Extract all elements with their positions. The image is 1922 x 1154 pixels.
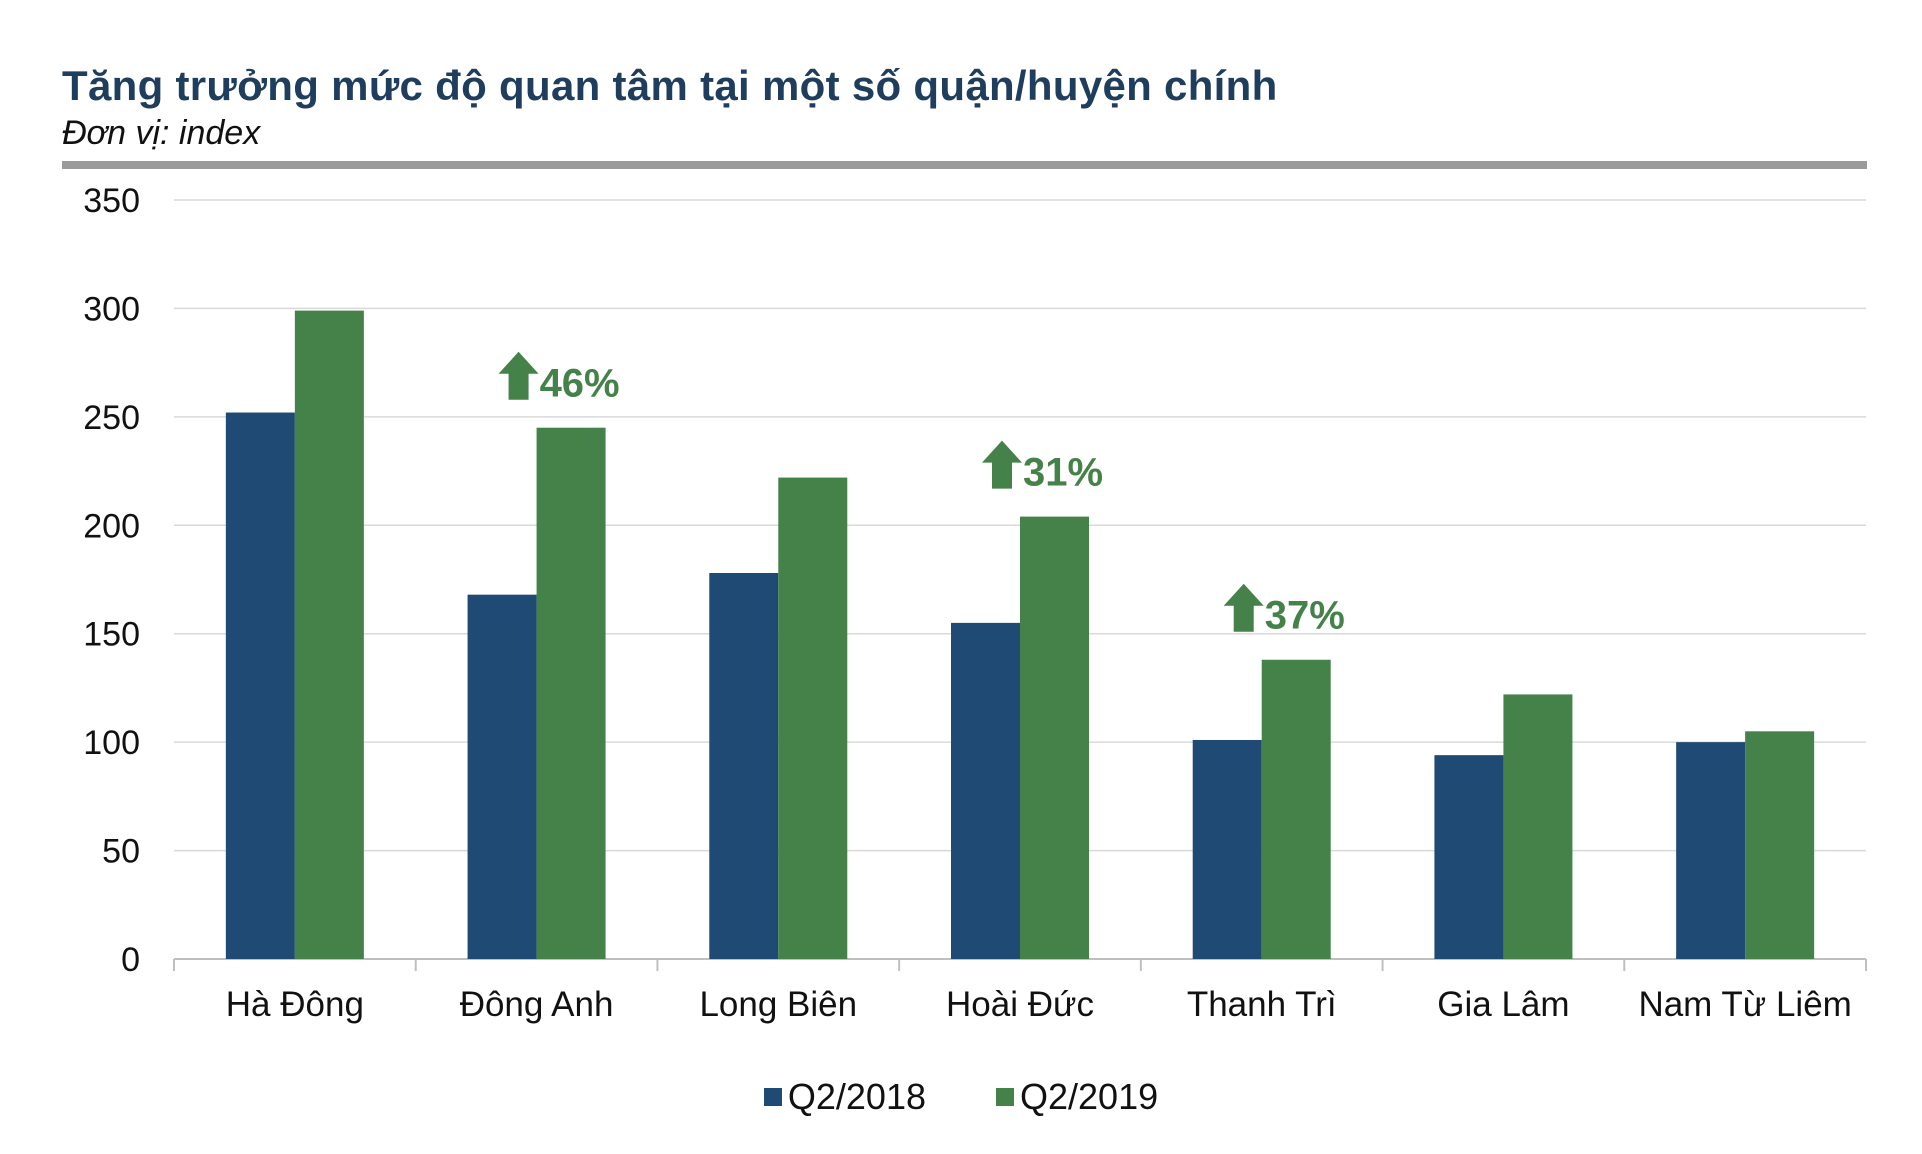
y-tick-label: 200: [83, 507, 140, 545]
bar-q2-2019: [294, 310, 364, 959]
legend-item-q2-2018: Q2/2018: [763, 1076, 926, 1118]
title-divider: [62, 161, 1867, 169]
y-tick-label: 100: [83, 724, 140, 762]
legend-swatch-q2-2018: [763, 1088, 782, 1106]
x-tick-label: Gia Lâm: [1437, 985, 1569, 1024]
legend-item-q2-2019: Q2/2019: [996, 1076, 1158, 1118]
growth-label: 31%: [1023, 451, 1103, 495]
bar-q2-2018: [225, 412, 295, 959]
y-tick-label: 150: [83, 616, 140, 654]
bar-q2-2019: [536, 427, 606, 959]
growth-label: 46%: [540, 362, 620, 406]
bar-q2-2018: [951, 622, 1020, 959]
y-tick-label: 350: [83, 182, 140, 220]
bar-q2-2018: [1434, 755, 1504, 959]
bar-q2-2019: [1503, 694, 1573, 959]
up-arrow-icon: [498, 351, 539, 400]
y-tick-label: 300: [83, 290, 140, 328]
up-arrow-icon: [1223, 583, 1264, 632]
x-tick-label: Đông Anh: [460, 985, 614, 1024]
bar-q2-2018: [467, 594, 537, 959]
bar-q2-2018: [709, 572, 779, 959]
x-tick-label: Hoài Đức: [946, 985, 1094, 1024]
bar-q2-2018: [1676, 742, 1746, 959]
legend-swatch-q2-2019: [996, 1088, 1014, 1106]
x-tick-label: Hà Đông: [226, 985, 364, 1024]
up-arrow-icon: [982, 440, 1022, 489]
growth-label: 37%: [1265, 594, 1345, 638]
x-tick-label: Nam Từ Liêm: [1638, 985, 1851, 1024]
chart-subtitle: Đơn vị: index: [62, 114, 261, 152]
chart-title: Tăng trưởng mức độ quan tâm tại một số q…: [62, 62, 1278, 109]
y-tick-label: 0: [121, 941, 140, 979]
bar-q2-2019: [1020, 516, 1089, 959]
bar-q2-2018: [1192, 739, 1262, 959]
legend-label-q2-2019: Q2/2019: [1020, 1076, 1159, 1117]
title-block: Tăng trưởng mức độ quan tâm tại một số q…: [62, 62, 1278, 153]
bar-q2-2019: [1261, 659, 1331, 959]
y-tick-label: 250: [83, 399, 140, 437]
legend: Q2/2018 Q2/2019: [0, 1076, 1922, 1118]
x-tick-label: Thanh Trì: [1187, 985, 1337, 1024]
legend-label-q2-2018: Q2/2018: [787, 1076, 926, 1117]
bar-q2-2019: [1745, 731, 1815, 959]
bar-q2-2019: [778, 477, 848, 959]
x-tick-label: Long Biên: [699, 985, 857, 1024]
y-tick-label: 50: [102, 833, 140, 871]
